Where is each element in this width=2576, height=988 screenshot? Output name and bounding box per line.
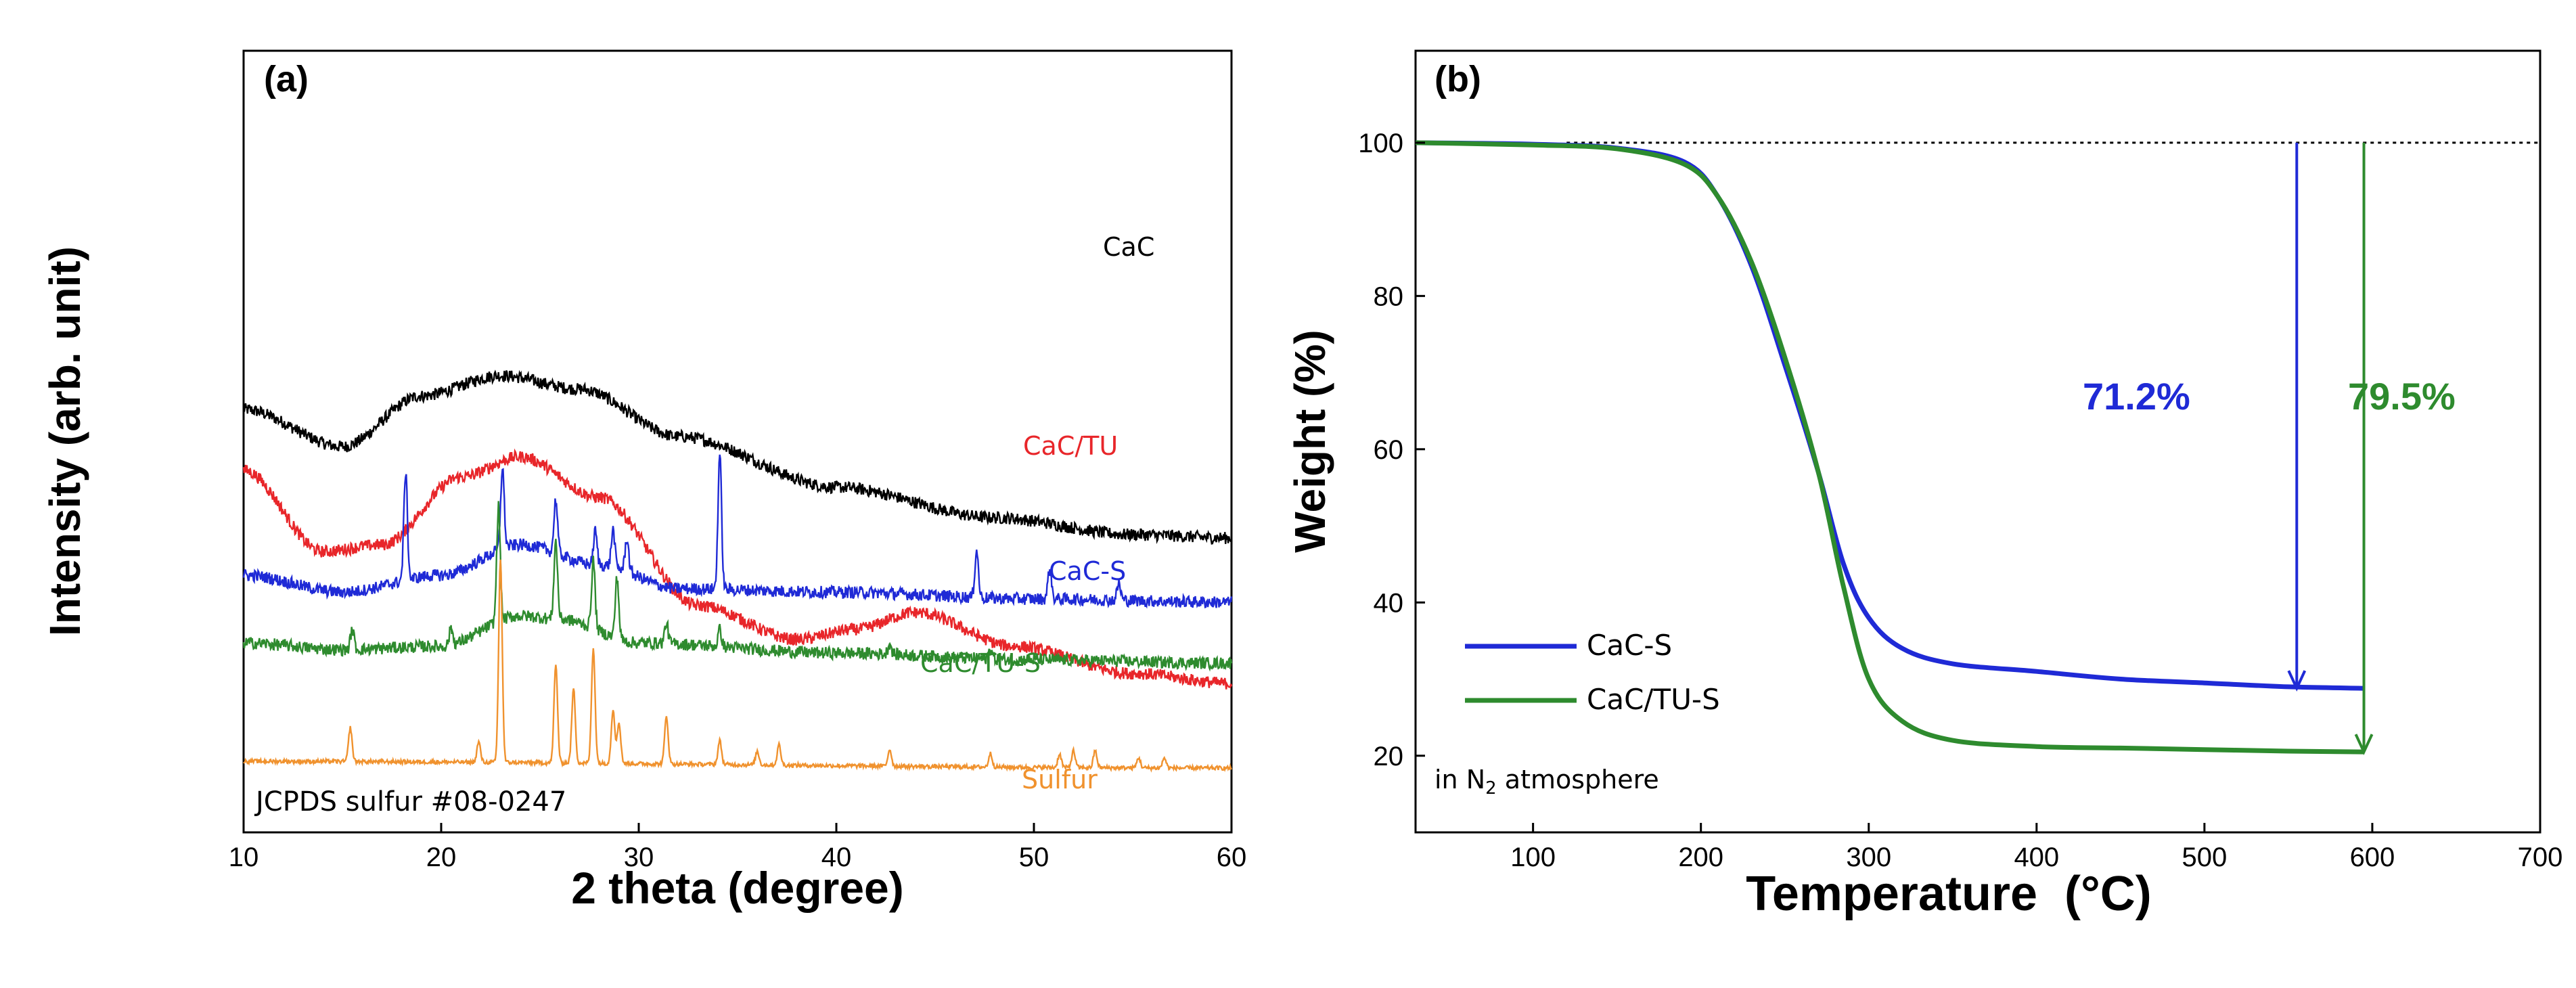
panel-a-x-ticks: 10 20 30 40 50 60	[229, 823, 1247, 872]
arrow-head-1	[2354, 734, 2374, 755]
b-y-tick-label-40: 40	[1374, 588, 1404, 618]
atmosphere-note-suffix: atmosphere	[1497, 765, 1659, 794]
x-tick-label-10: 10	[229, 843, 259, 872]
arrow-head-0	[2287, 670, 2307, 692]
b-y-tick-label-100: 100	[1358, 129, 1403, 158]
panel-b: 100 200 300 400 500 600 700 20 40 60 80 100 (b) Te…	[1286, 49, 2562, 921]
series-line-cac-s	[242, 454, 1233, 609]
b-y-tick-label-80: 80	[1374, 282, 1404, 311]
tga-line-cac-s	[1415, 140, 2364, 691]
series-label-sulfur: Sulfur	[1022, 765, 1098, 794]
b-x-tick-label-500: 500	[2182, 843, 2228, 872]
panel-a-label: (a)	[264, 59, 309, 99]
x-tick-label-50: 50	[1019, 843, 1049, 872]
panel-b-series-group	[1415, 140, 2364, 755]
series-label-cac-tu: CaC/TU	[1023, 431, 1118, 461]
panel-a-series-group	[242, 369, 1233, 773]
atmosphere-note-subscript: 2	[1485, 778, 1497, 799]
x-tick-label-60: 60	[1217, 843, 1247, 872]
series-line-sulfur	[243, 559, 1233, 773]
b-x-tick-label-300: 300	[1846, 843, 1891, 872]
series-label-cac-s: CaC-S	[1049, 556, 1126, 586]
b-x-tick-label-400: 400	[2014, 843, 2059, 872]
atmosphere-note-prefix: in N	[1434, 765, 1485, 794]
panel-a-y-axis-title: Intensity (arb. unit)	[41, 246, 89, 636]
b-x-tick-label-100: 100	[1510, 843, 1556, 872]
b-y-tick-label-20: 20	[1374, 742, 1404, 771]
x-axis-title-unit: (°C)	[2064, 867, 2152, 921]
b-x-tick-label-600: 600	[2350, 843, 2395, 872]
panel-a-jcpds-annotation: JCPDS sulfur #08-0247	[254, 786, 566, 817]
panel-b-legend: CaC-S CaC/TU-S	[1465, 629, 1720, 716]
panel-b-frame	[1414, 49, 2541, 834]
tga-line-cac-tu-s	[1415, 140, 2364, 755]
panel-b-y-axis-title: Weight (%)	[1286, 330, 1334, 552]
annotation-71-2: 71.2%	[2083, 375, 2190, 418]
x-tick-label-30: 30	[624, 843, 654, 872]
panel-b-x-ticks: 100 200 300 400 500 600 700	[1510, 823, 2562, 872]
series-label-cac: CaC	[1103, 232, 1154, 262]
panel-b-y-ticks: 20 40 60 80 100	[1358, 129, 1425, 771]
x-tick-label-40: 40	[821, 843, 852, 872]
x-tick-label-20: 20	[426, 843, 457, 872]
panel-b-arrows	[2287, 142, 2374, 755]
series-line-cac-tu-s	[242, 501, 1233, 672]
atmosphere-note: in N2 atmosphere	[1434, 765, 1659, 799]
annotation-79-5: 79.5%	[2348, 375, 2456, 418]
legend-label-cac-s: CaC-S	[1587, 629, 1672, 662]
panel-a: 10 20 30 40 50 60 (a) 2 theta (degree) Intens…	[41, 49, 1247, 913]
panel-b-x-axis-title: Temperature (°C)	[1746, 867, 2152, 921]
panel-a-frame	[242, 49, 1233, 834]
x-axis-title-text: Temperature	[1746, 867, 2037, 921]
series-label-cac-tu-s: CaC/TU-S	[920, 648, 1041, 678]
b-x-tick-label-200: 200	[1678, 843, 1723, 872]
b-y-tick-label-60: 60	[1374, 435, 1404, 465]
series-line-cac	[242, 369, 1232, 545]
panel-a-x-axis-title: 2 theta (degree)	[571, 863, 903, 913]
legend-label-cac-tu-s: CaC/TU-S	[1587, 683, 1720, 716]
panel-b-label: (b)	[1434, 59, 1481, 99]
b-x-tick-label-700: 700	[2518, 843, 2563, 872]
